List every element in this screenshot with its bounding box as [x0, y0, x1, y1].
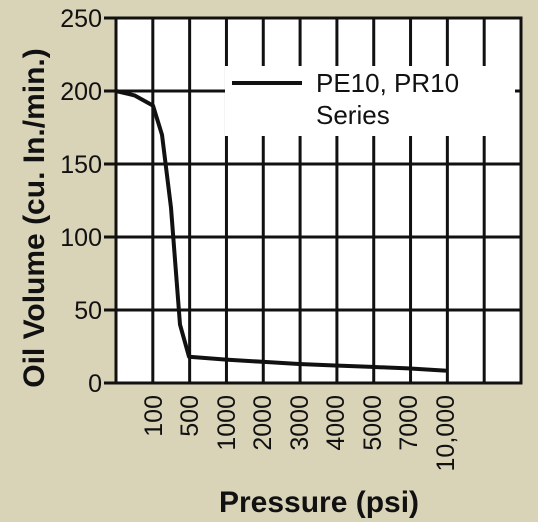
plot-frame: [114, 16, 523, 385]
y-tick-label: 200: [60, 78, 102, 106]
x-tick-label: 500: [176, 395, 204, 437]
x-axis-title: Pressure (psi): [219, 486, 419, 519]
x-tick-label: 2000: [249, 395, 277, 451]
y-axis-title: Oil Volume (cu. In./min.): [18, 48, 51, 387]
y-tick-label: 250: [60, 5, 102, 33]
legend: PE10, PR10 Series: [225, 66, 515, 136]
x-tick-label: 5000: [359, 395, 387, 451]
x-tick-label: 4000: [322, 395, 350, 451]
series-line: [114, 89, 447, 373]
y-tick-label: 100: [60, 224, 102, 252]
x-tick-label: 10,000: [432, 395, 460, 471]
x-tick-label: 3000: [286, 395, 314, 451]
series-layer: [114, 89, 447, 373]
y-tick-label: 150: [60, 151, 102, 179]
y-tick-label: 0: [88, 370, 102, 398]
legend-background: [225, 66, 515, 136]
x-tick-label: 1000: [213, 395, 241, 451]
tick-labels: 0 50 100 150 200 250 100 500 1000 2000 3000 4000 500…: [60, 5, 460, 471]
legend-label-line-2: Series: [316, 100, 390, 130]
y-tick-label: 50: [74, 297, 102, 325]
x-tick-label: 100: [140, 395, 168, 437]
x-tick-label: 7000: [395, 395, 423, 451]
legend-label: PE10, PR10: [316, 68, 459, 98]
